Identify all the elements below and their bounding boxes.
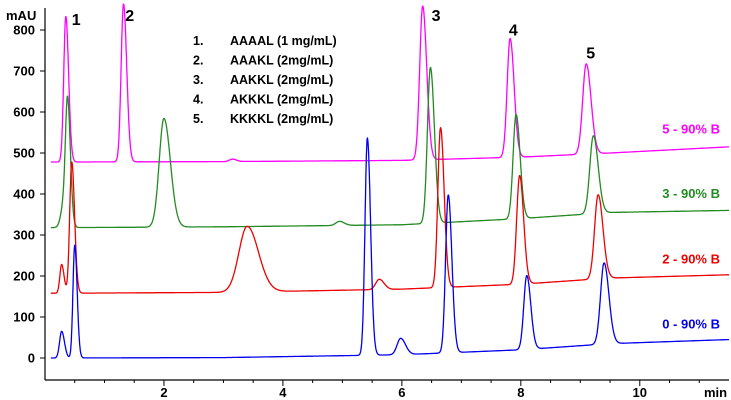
series-label: 2 - 90% B — [662, 252, 720, 267]
series-group — [50, 3, 730, 359]
legend-number: 4. — [193, 93, 203, 107]
legend-entry: AAKKL (2mg/mL) — [230, 73, 333, 87]
legend-entry: AAAKL (2mg/mL) — [230, 54, 333, 68]
series-label: 5 - 90% B — [662, 121, 720, 136]
y-tick-label: 700 — [13, 64, 35, 79]
legend-entry: KKKKL (2mg/mL) — [230, 112, 333, 126]
y-tick-label: 800 — [13, 23, 35, 38]
series-line — [50, 3, 730, 163]
peak-number-label: 1 — [72, 12, 81, 29]
peak-number-label: 3 — [432, 8, 441, 25]
x-tick-label: 10 — [633, 385, 647, 400]
x-tick-label: 2 — [160, 385, 167, 400]
y-ticks: 0 100 200 300 400 500 600 700 800 — [13, 23, 45, 366]
series-line — [50, 66, 730, 229]
y-tick-label: 600 — [13, 105, 35, 120]
y-tick-label: 0 — [28, 351, 35, 366]
legend: 1. AAAAL (1 mg/mL) 2. AAAKL (2mg/mL) 3. AAKKL… — [193, 34, 337, 126]
series-label: 0 - 90% B — [662, 316, 720, 331]
series-labels: 5 - 90% B 3 - 90% B 2 - 90% B 0 - 90% B — [662, 121, 720, 331]
x-axis-label: min — [704, 385, 727, 400]
axes: 0 100 200 300 400 500 600 700 800 2 4 6 8 10 mAU min — [6, 8, 729, 400]
y-axis-label: mAU — [6, 8, 36, 23]
y-tick-label: 200 — [13, 269, 35, 284]
series-label: 3 - 90% B — [662, 186, 720, 201]
x-tick-label: 6 — [398, 385, 405, 400]
y-tick-label: 400 — [13, 187, 35, 202]
series-line — [50, 137, 730, 359]
peak-number-label: 2 — [125, 8, 134, 25]
peak-number-label: 5 — [586, 46, 595, 63]
legend-entry: AAAAL (1 mg/mL) — [230, 34, 337, 48]
y-tick-label: 300 — [13, 228, 35, 243]
peak-labels: 1 2 3 4 5 — [72, 8, 595, 63]
legend-number: 5. — [193, 112, 203, 126]
y-tick-label: 100 — [13, 310, 35, 325]
series-line — [50, 127, 730, 294]
legend-number: 2. — [193, 54, 203, 68]
legend-entry: AKKKL (2mg/mL) — [230, 93, 333, 107]
x-tick-label: 8 — [517, 385, 524, 400]
peak-number-label: 4 — [509, 23, 518, 40]
x-ticks: 2 4 6 8 10 — [74, 380, 700, 400]
x-tick-label: 4 — [279, 385, 287, 400]
legend-number: 1. — [193, 34, 203, 48]
legend-number: 3. — [193, 73, 203, 87]
y-tick-label: 500 — [13, 146, 35, 161]
